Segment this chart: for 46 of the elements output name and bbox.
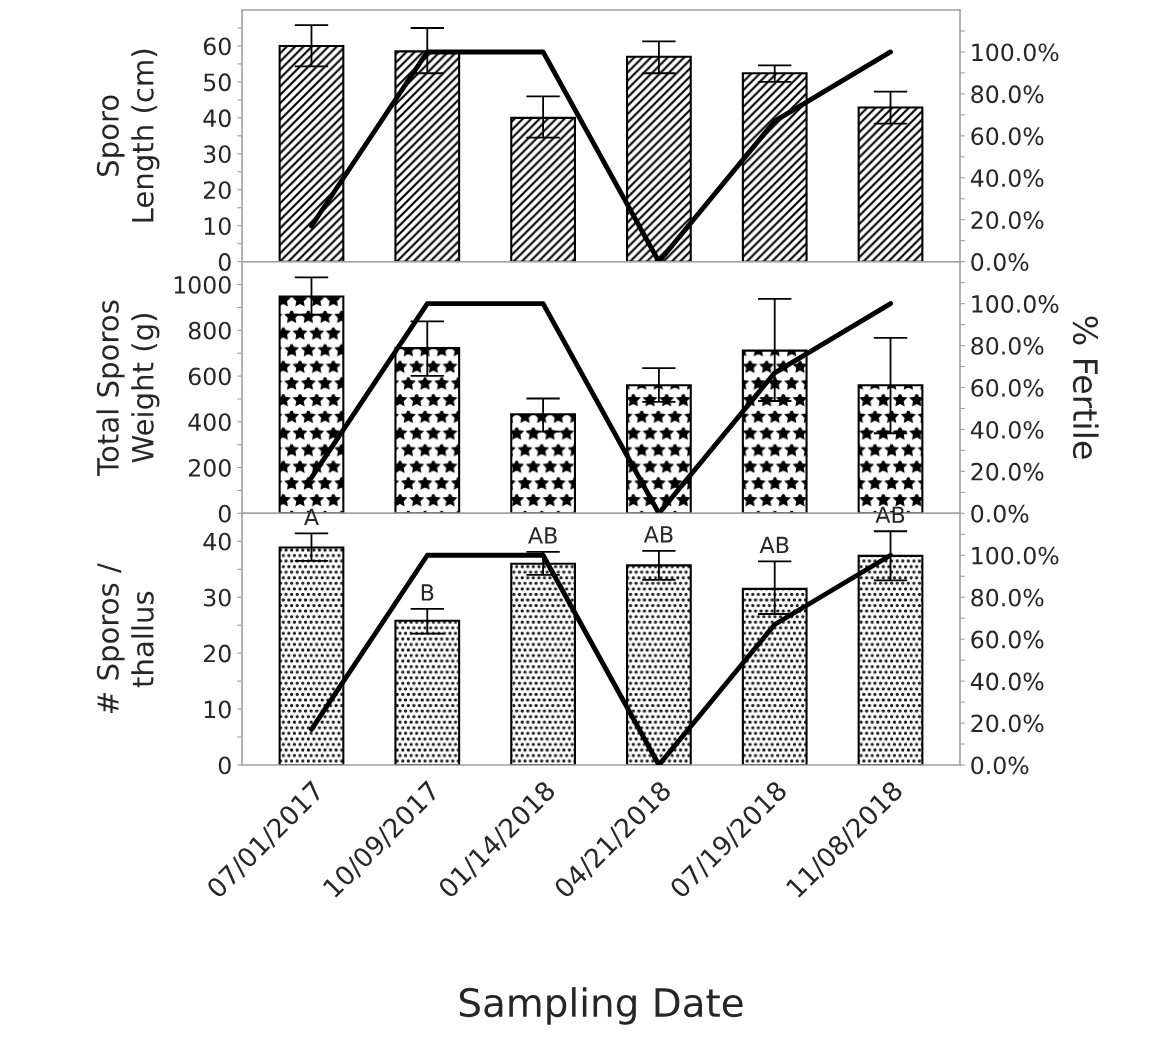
x-axis-title: Sampling Date (459, 987, 743, 1025)
y-tick-label: 400 (188, 413, 231, 432)
y2-tick-label: 0.0% (971, 756, 1029, 775)
y2-tick-label: 60.0% (971, 127, 1044, 146)
y-tick-label: 30 (204, 588, 231, 607)
y-tick-label: 0 (218, 504, 231, 523)
y-tick-label: 40 (203, 109, 231, 128)
y-tick-label: 0 (218, 253, 231, 271)
y2-tick-label: 20.0% (971, 462, 1044, 481)
y-axis-title: Total Sporos Weight (g) (96, 300, 160, 476)
y2-tick-label: 40.0% (970, 169, 1044, 188)
y-tick-label: 40 (203, 532, 231, 551)
y-tick-label: 10 (204, 700, 231, 719)
y2-tick-label: 100.0% (972, 295, 1059, 313)
y2-tick-label: 40.0% (970, 420, 1044, 439)
y-axis-title: Sporo Length (cm) (96, 49, 160, 222)
y2-tick-label: 80.0% (971, 337, 1044, 355)
y2-tick-label: 20.0% (971, 211, 1044, 230)
y-tick-label: 0 (218, 756, 231, 775)
y-tick-label: 200 (188, 459, 231, 477)
y2-tick-label: 100.0% (972, 43, 1059, 62)
y2-tick-label: 0.0% (971, 253, 1029, 271)
y-tick-label: 30 (204, 145, 231, 164)
y-tick-label: 600 (188, 367, 231, 386)
y-tick-label: 10 (204, 217, 231, 236)
y-tick-label: 20 (203, 181, 231, 200)
y-tick-label: 1000 (174, 275, 231, 294)
y2-tick-label: 100.0% (972, 546, 1059, 565)
data-label: A (304, 508, 319, 526)
y2-tick-label: 20.0% (971, 714, 1044, 733)
data-label: AB (528, 527, 557, 544)
y2-tick-label: 40.0% (970, 672, 1044, 691)
data-label: AB (643, 526, 673, 543)
y-tick-label: 50 (204, 73, 231, 92)
y-tick-label: 60 (203, 37, 231, 56)
data-label: AB (759, 536, 789, 554)
y2-axis-title: % Fertile (1072, 316, 1099, 459)
y2-tick-label: 80.0% (971, 588, 1044, 607)
y2-tick-label: 0.0% (971, 504, 1029, 523)
data-label: B (421, 584, 434, 601)
y2-tick-label: 60.0% (971, 630, 1044, 649)
y2-tick-label: 80.0% (971, 85, 1044, 104)
y-axis-title: # Sporos / thallus (96, 563, 154, 713)
y-tick-label: 800 (188, 321, 231, 340)
y2-tick-label: 60.0% (971, 378, 1044, 397)
y-tick-label: 20 (203, 644, 231, 663)
